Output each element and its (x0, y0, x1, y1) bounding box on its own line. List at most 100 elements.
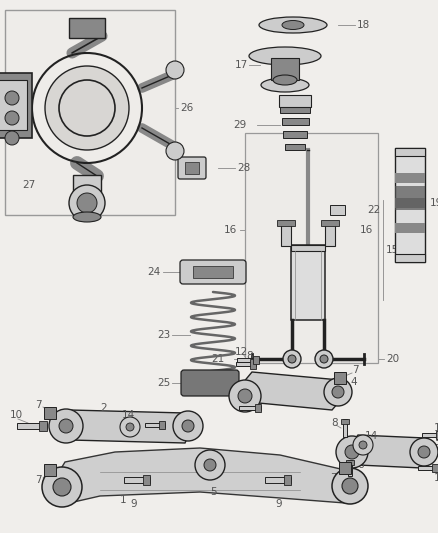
Circle shape (173, 411, 203, 441)
Text: 19: 19 (430, 198, 438, 208)
FancyBboxPatch shape (181, 370, 239, 396)
Text: 7: 7 (35, 475, 42, 485)
Circle shape (77, 193, 97, 213)
Text: 8: 8 (331, 418, 338, 428)
Bar (284, 475, 291, 485)
Circle shape (359, 441, 367, 449)
Text: 28: 28 (237, 163, 250, 173)
Bar (0, 80, 27, 130)
Bar (339, 462, 351, 474)
Bar (39, 421, 47, 431)
Circle shape (410, 438, 438, 466)
Text: 7: 7 (35, 400, 42, 410)
Bar (325, 222, 335, 246)
Text: 16: 16 (224, 225, 237, 235)
Text: 24: 24 (148, 267, 161, 277)
Text: 1: 1 (120, 495, 127, 505)
Bar (395, 254, 425, 262)
Text: 11: 11 (237, 395, 250, 405)
Bar (245, 133, 378, 363)
Bar (395, 186, 425, 210)
Bar (436, 431, 438, 439)
Bar (281, 222, 291, 246)
Circle shape (5, 131, 19, 145)
Bar (279, 95, 311, 107)
Text: 14: 14 (122, 410, 135, 420)
Bar (185, 162, 199, 174)
Bar (395, 173, 425, 183)
Polygon shape (237, 372, 345, 410)
Bar (277, 220, 295, 226)
Circle shape (120, 417, 140, 437)
Text: 16: 16 (360, 225, 373, 235)
Circle shape (332, 468, 368, 504)
Text: 3: 3 (433, 437, 438, 447)
Circle shape (324, 378, 352, 406)
Ellipse shape (273, 75, 297, 85)
Circle shape (332, 386, 344, 398)
Text: 18: 18 (357, 20, 370, 30)
Bar (193, 266, 233, 278)
Circle shape (195, 450, 225, 480)
Bar (271, 58, 299, 80)
Bar (418, 466, 438, 470)
Text: 14: 14 (365, 431, 378, 441)
Polygon shape (48, 448, 360, 504)
Text: 11: 11 (434, 473, 438, 483)
Bar (265, 477, 291, 483)
Bar (255, 404, 261, 412)
Circle shape (238, 389, 252, 403)
Bar (341, 419, 349, 424)
Bar (239, 406, 261, 410)
Bar (44, 464, 56, 476)
Bar (237, 358, 259, 362)
Bar (346, 460, 354, 465)
Bar (282, 118, 309, 125)
Text: 5: 5 (210, 487, 217, 497)
Circle shape (320, 355, 328, 363)
Bar (395, 148, 425, 262)
Text: 7: 7 (352, 365, 359, 375)
Bar (145, 423, 165, 427)
Text: 17: 17 (235, 60, 248, 70)
Text: 9: 9 (130, 499, 137, 509)
Bar (291, 245, 325, 251)
Bar (44, 407, 56, 419)
Circle shape (288, 355, 296, 363)
Bar (330, 205, 345, 215)
Text: 13: 13 (434, 423, 438, 433)
Bar (236, 362, 256, 366)
Circle shape (336, 436, 368, 468)
Circle shape (59, 419, 73, 433)
Ellipse shape (249, 47, 321, 65)
Bar (395, 223, 425, 233)
Circle shape (5, 91, 19, 105)
Circle shape (45, 66, 129, 150)
Bar (5, 10, 175, 215)
Polygon shape (58, 410, 192, 443)
Ellipse shape (73, 212, 101, 222)
Bar (321, 220, 339, 226)
Polygon shape (345, 435, 430, 468)
Circle shape (342, 478, 358, 494)
Bar (124, 477, 150, 483)
Circle shape (166, 142, 184, 160)
Text: 15: 15 (386, 245, 399, 255)
Bar (280, 105, 310, 113)
Bar (283, 131, 307, 138)
Text: 29: 29 (234, 120, 247, 130)
Ellipse shape (261, 78, 309, 92)
Bar (432, 464, 438, 472)
Bar (348, 460, 352, 476)
Circle shape (353, 435, 373, 455)
Text: 12: 12 (235, 347, 248, 357)
Bar (291, 245, 325, 320)
Bar (285, 144, 305, 150)
Circle shape (42, 467, 82, 507)
Text: 2: 2 (100, 403, 106, 413)
Text: 27: 27 (22, 180, 35, 190)
Bar (0, 73, 32, 138)
Circle shape (182, 420, 194, 432)
Circle shape (229, 380, 261, 412)
Bar (343, 419, 347, 437)
